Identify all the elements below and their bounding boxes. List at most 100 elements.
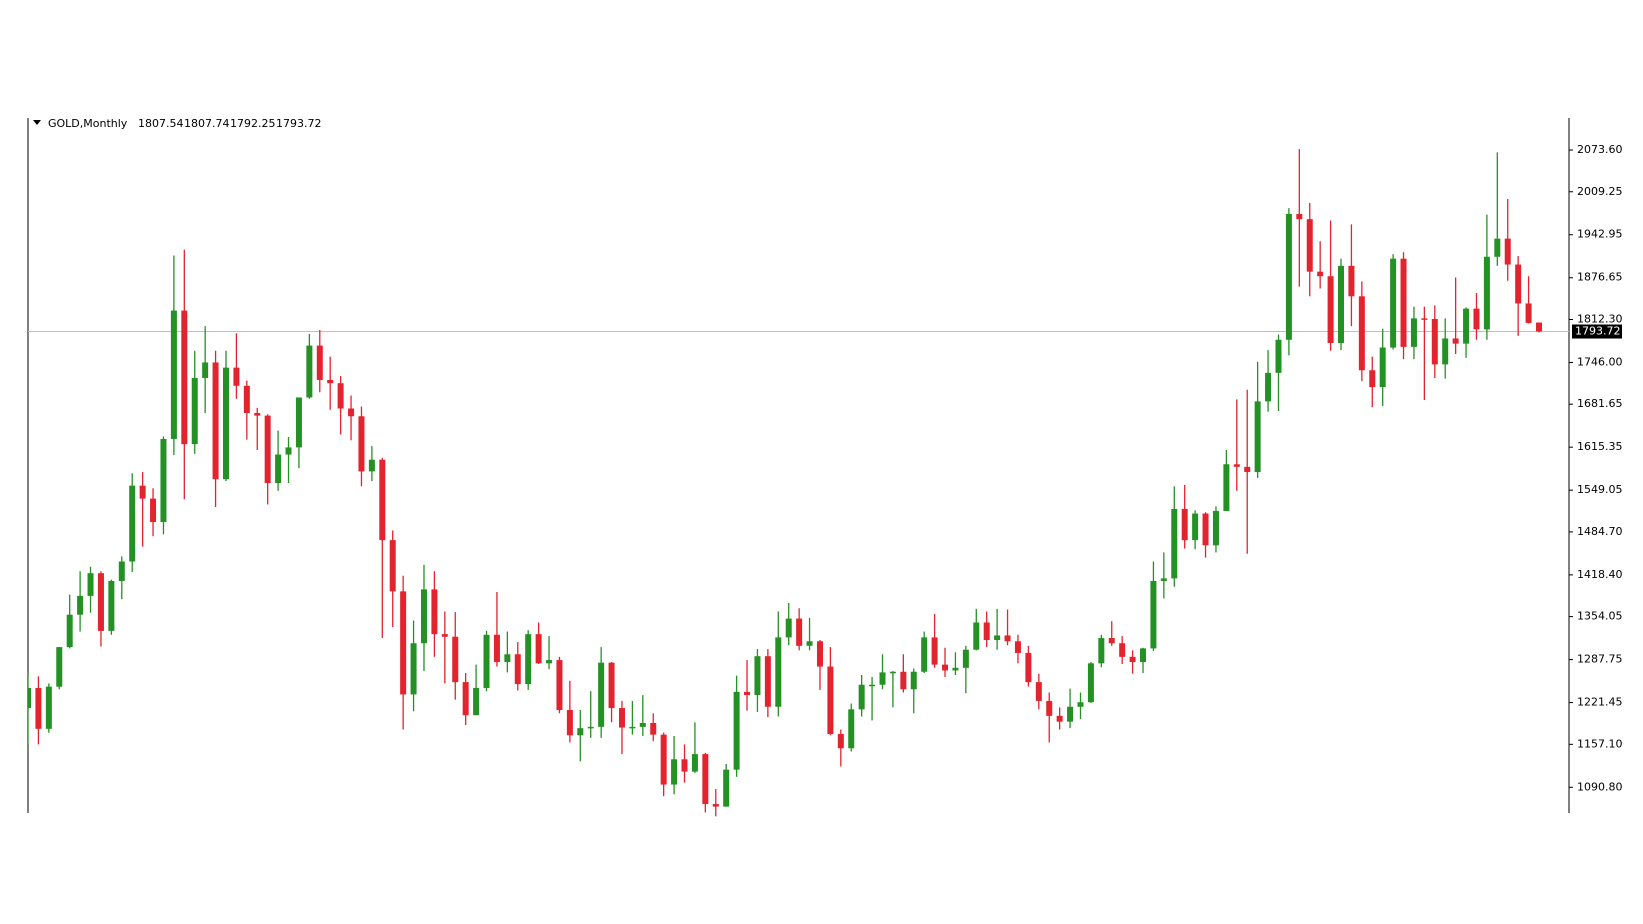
candle-body xyxy=(816,641,823,667)
ohlc-value: 1792.25 xyxy=(230,117,276,130)
candle-body xyxy=(316,345,323,380)
candle-body xyxy=(660,734,667,785)
candle-body xyxy=(1140,648,1147,663)
y-tick-label: 1287.75 xyxy=(1577,653,1623,666)
candle-body xyxy=(910,671,917,690)
candle-body xyxy=(869,684,876,687)
candle-body xyxy=(1421,318,1428,320)
ohlc-value: 1807.54 xyxy=(138,117,184,130)
candle-body xyxy=(1431,319,1438,365)
current-price-label: 1793.72 xyxy=(1575,325,1621,338)
candle-body xyxy=(1390,258,1397,348)
candle-body xyxy=(827,666,834,735)
candle-body xyxy=(1400,258,1407,347)
candle-body xyxy=(744,691,751,696)
candle-body xyxy=(1181,508,1188,541)
candle-body xyxy=(1254,401,1261,473)
y-tick-label: 2009.25 xyxy=(1577,185,1623,198)
candle-body xyxy=(181,310,188,445)
candle-body xyxy=(1098,638,1105,664)
candle-body xyxy=(785,618,792,638)
candle-body xyxy=(1442,338,1449,365)
candle-body xyxy=(712,804,719,807)
candle-body xyxy=(973,622,980,650)
candle-body xyxy=(702,754,709,805)
current-price-tag xyxy=(1572,324,1622,339)
plot xyxy=(28,149,1569,817)
candle-body xyxy=(1056,715,1063,722)
candle-body xyxy=(1108,638,1115,644)
candle-body xyxy=(97,573,104,631)
y-tick-label: 1681.65 xyxy=(1577,397,1623,410)
chart-title: GOLD,Monthly xyxy=(48,117,128,130)
candle-body xyxy=(1202,513,1209,546)
candle-body xyxy=(337,383,344,409)
candle-body xyxy=(108,580,115,631)
y-tick-label: 1942.95 xyxy=(1577,228,1623,241)
candle-body xyxy=(1014,641,1021,653)
candle-body xyxy=(629,726,636,729)
y-tick-label: 1090.80 xyxy=(1577,780,1623,793)
candle-body xyxy=(160,438,167,522)
candle-body xyxy=(483,634,490,688)
candle-body xyxy=(994,635,1001,640)
candle-body xyxy=(452,636,459,683)
candle-body xyxy=(129,485,136,562)
y-tick-label: 1354.05 xyxy=(1577,610,1623,623)
candle-body xyxy=(608,662,615,709)
candle-body xyxy=(754,656,761,696)
ohlc-value: 1807.74 xyxy=(184,117,230,130)
candle-body xyxy=(118,561,125,581)
candle-body xyxy=(77,595,84,615)
candle-body xyxy=(1067,706,1074,722)
candle-body xyxy=(191,378,198,445)
candle-body xyxy=(66,614,73,648)
candle-body xyxy=(410,643,417,695)
candle-body xyxy=(1129,656,1136,663)
candle-body xyxy=(441,634,448,637)
candle-body xyxy=(254,413,261,416)
candle-body xyxy=(45,686,52,729)
candle-body xyxy=(1296,213,1303,220)
ohlc-header: 1807.54 1807.74 1792.25 1793.72 xyxy=(138,117,322,130)
candle-body xyxy=(1452,338,1459,344)
y-tick-label: 1549.05 xyxy=(1577,483,1623,496)
candle-body xyxy=(1087,663,1094,703)
candle-body xyxy=(1463,308,1470,344)
y-tick-label: 1876.65 xyxy=(1577,271,1623,284)
candle-body xyxy=(587,726,594,729)
candle-body xyxy=(327,379,334,384)
candle-body xyxy=(1119,643,1126,657)
candle-body xyxy=(598,662,605,727)
candle-body xyxy=(650,722,657,735)
candle-body xyxy=(556,660,563,711)
candle-body xyxy=(1046,700,1053,716)
candle-body xyxy=(1358,296,1365,371)
candle-body xyxy=(1379,347,1386,388)
candle-body xyxy=(139,485,146,499)
candle-body xyxy=(858,684,865,710)
candle-body xyxy=(775,637,782,707)
candle-body xyxy=(1338,265,1345,344)
candle-body xyxy=(1317,271,1324,277)
y-tick-label: 1812.30 xyxy=(1577,312,1623,325)
candle-body xyxy=(983,622,990,640)
candle-body xyxy=(285,447,292,455)
candle-body xyxy=(431,589,438,635)
candle-body xyxy=(222,367,229,480)
candle-body xyxy=(671,759,678,785)
candle-body xyxy=(1348,265,1355,297)
candle-body xyxy=(35,687,42,729)
candle-body xyxy=(639,722,646,727)
menu-triangle xyxy=(33,120,41,125)
candle-body xyxy=(889,671,896,674)
candle-body xyxy=(514,654,521,685)
candle-body xyxy=(1192,513,1199,541)
candle-body xyxy=(1504,238,1511,265)
candle-body xyxy=(1525,303,1532,323)
candle-body xyxy=(1212,510,1219,546)
y-tick-label: 2073.60 xyxy=(1577,143,1623,156)
candle-body xyxy=(358,416,365,472)
candle-body xyxy=(546,660,553,664)
candle-body xyxy=(618,708,625,728)
